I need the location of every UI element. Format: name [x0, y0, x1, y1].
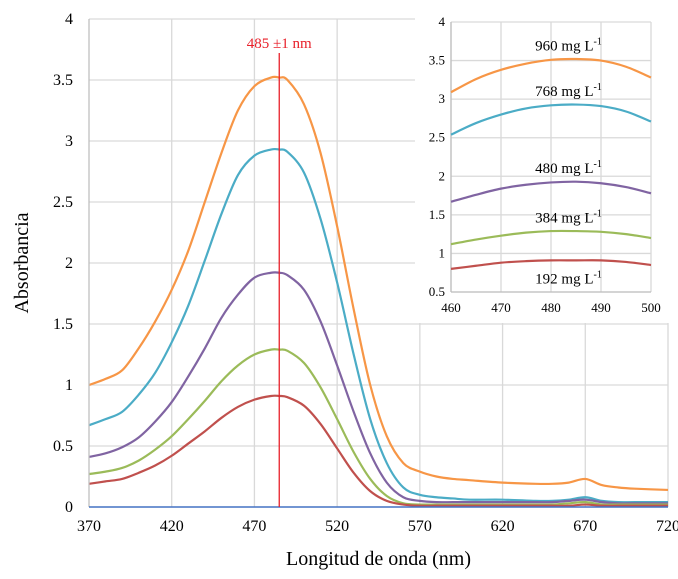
- concentration-label-exponent: -1: [594, 270, 602, 281]
- inset-concentration-label: 192 mg L-1: [535, 270, 602, 288]
- x-axis-label: Longitud de onda (nm): [286, 548, 471, 570]
- y-tick-label: 2: [65, 255, 73, 272]
- y-tick-label: 3: [65, 133, 73, 150]
- inset-y-tick-label: 2.5: [429, 130, 445, 145]
- inset-gridlines: [450, 21, 652, 293]
- inset-x-tick-label: 500: [641, 300, 661, 315]
- inset-y-tick-label: 3.5: [429, 53, 445, 68]
- inset-y-tick-label: 4: [439, 14, 446, 29]
- y-tick-label: 0: [65, 499, 73, 516]
- y-tick-label: 3.5: [53, 72, 73, 89]
- inset-y-tick-label: 3: [439, 91, 446, 106]
- x-tick-label: 570: [408, 518, 432, 535]
- inset-x-tick-label: 480: [541, 300, 561, 315]
- concentration-label-text: 480 mg L: [535, 161, 593, 177]
- inset-y-tick-label: 0.5: [429, 284, 445, 299]
- concentration-label-text: 960 mg L: [535, 39, 593, 55]
- inset-series-line-384-mg-l: [450, 229, 652, 246]
- inset-series-lines: [450, 57, 652, 270]
- x-tick-label: 420: [160, 518, 184, 535]
- y-tick-label: 4: [65, 11, 73, 28]
- y-tick-label: 1.5: [53, 316, 73, 333]
- inset-concentration-label: 384 mg L-1: [535, 209, 602, 227]
- inset-y-tick-label: 1: [439, 245, 446, 260]
- inset-y-tick-label: 1.5: [429, 207, 445, 222]
- series-line-960-mg-l: [88, 75, 669, 492]
- x-tick-label: 370: [77, 518, 101, 535]
- inset-series-line-960-mg-l: [450, 57, 652, 94]
- series-line-480-mg-l: [88, 271, 668, 505]
- inset-concentration-label: 480 mg L-1: [535, 159, 602, 177]
- inset-concentration-label: 768 mg L-1: [535, 82, 602, 100]
- main-series-lines: [88, 75, 669, 507]
- y-axis-label: Absorbancia: [11, 212, 33, 313]
- x-tick-label: 720: [656, 518, 678, 535]
- peak-annotation-label: 485 ±1 nm: [247, 36, 312, 52]
- concentration-label-exponent: -1: [594, 209, 602, 220]
- x-tick-label: 520: [325, 518, 349, 535]
- inset-series-line-192-mg-l: [450, 259, 652, 270]
- x-tick-label: 620: [491, 518, 515, 535]
- concentration-label-exponent: -1: [594, 37, 602, 48]
- x-tick-label: 670: [573, 518, 597, 535]
- x-tick-label: 470: [242, 518, 266, 535]
- series-line-192-mg-l: [88, 394, 668, 507]
- series-line-384-mg-l: [88, 348, 668, 506]
- concentration-label-text: 768 mg L: [535, 84, 593, 100]
- inset-series-line-480-mg-l: [450, 180, 652, 203]
- inset-series-line-768-mg-l: [450, 103, 652, 136]
- inset-tick-labels: 0.5 1 1.5 2 2.5 3 3.5 4 460 470 480 490 500: [429, 14, 661, 315]
- concentration-label-exponent: -1: [594, 82, 602, 93]
- y-tick-label: 0.5: [53, 438, 73, 455]
- concentration-label-text: 384 mg L: [535, 211, 593, 227]
- peak-annotation: 485 ±1 nm: [247, 36, 312, 507]
- inset-concentration-label: 960 mg L-1: [535, 37, 602, 55]
- main-tick-labels: 0 0.5 1 1.5 2 2.5 3 3.5 4 370 420 470 520 570 620 670 72…: [53, 11, 678, 535]
- concentration-label-exponent: -1: [594, 159, 602, 170]
- inset-x-tick-label: 490: [591, 300, 611, 315]
- y-tick-label: 2.5: [53, 194, 73, 211]
- y-tick-label: 1: [65, 377, 73, 394]
- series-line-768-mg-l: [88, 147, 668, 504]
- inset-x-tick-label: 470: [491, 300, 511, 315]
- main-axes: [88, 19, 668, 508]
- concentration-label-text: 192 mg L: [535, 272, 593, 288]
- inset-y-tick-label: 2: [439, 168, 446, 183]
- inset-x-tick-label: 460: [441, 300, 461, 315]
